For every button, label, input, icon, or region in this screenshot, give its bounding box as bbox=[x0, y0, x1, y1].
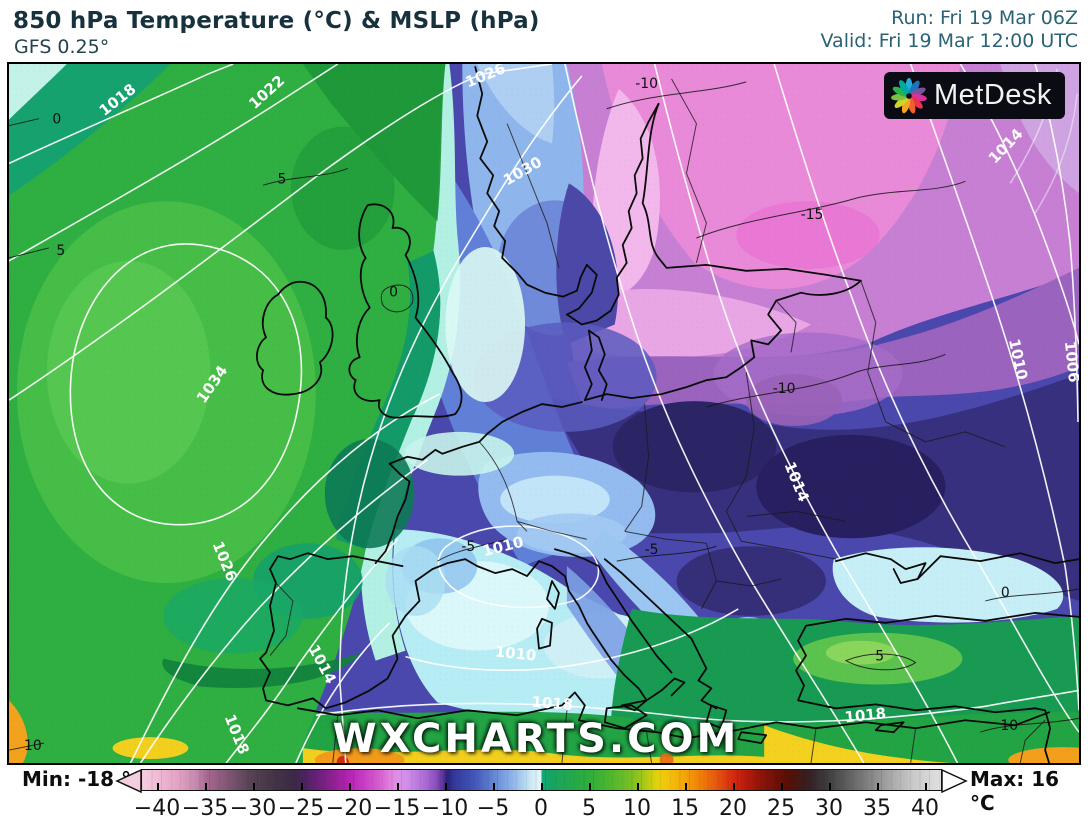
tick-label: −35 bbox=[181, 796, 229, 821]
temp-label: -15 bbox=[801, 207, 824, 223]
isobar-lines bbox=[9, 64, 1079, 763]
tick-label: −30 bbox=[229, 796, 277, 821]
tick-label: −10 bbox=[421, 796, 469, 821]
colorbar-gradient bbox=[141, 769, 942, 791]
tick-label: 10 bbox=[623, 796, 651, 821]
wxcharts-watermark: WXCHARTS.COM bbox=[332, 716, 740, 762]
isobar-label: 1006 bbox=[1061, 340, 1079, 383]
valid-time: Valid: Fri 19 Mar 12:00 UTC bbox=[820, 30, 1078, 52]
tick-label: −40 bbox=[133, 796, 181, 821]
isobar-label: 1018 bbox=[844, 704, 887, 726]
temp-label: 5 bbox=[875, 649, 884, 665]
tick-label: −20 bbox=[325, 796, 373, 821]
isobar-label: 1010 bbox=[494, 643, 537, 665]
colorbar-max-label: Max: 16 °C bbox=[970, 767, 1060, 815]
coastlines bbox=[256, 66, 1079, 763]
metdesk-wordmark: MetDesk bbox=[934, 79, 1052, 111]
temp-label: -10 bbox=[773, 381, 796, 397]
temp-label: 0 bbox=[1001, 585, 1010, 601]
temp-label: 0 bbox=[389, 285, 398, 301]
tick-label: −5 bbox=[476, 796, 510, 821]
page-title: 850 hPa Temperature (°C) & MSLP (hPa) bbox=[13, 8, 540, 34]
tick-label: 15 bbox=[671, 796, 699, 821]
colorbar-left-arrow bbox=[115, 769, 142, 793]
temp-label: 5 bbox=[278, 171, 287, 187]
temperature-contour-labels: 0 5 5 0 -5 -5 -10 -15 -10 10 10 0 5 bbox=[24, 76, 1018, 754]
country-borders bbox=[269, 78, 1046, 763]
temp-label: 10 bbox=[1000, 718, 1018, 734]
run-time: Run: Fri 19 Mar 06Z bbox=[891, 7, 1078, 29]
model-subtitle: GFS 0.25° bbox=[14, 36, 110, 58]
temp-label: -10 bbox=[635, 76, 658, 92]
weather-map: 1018 1022 1026 1030 1034 1026 1018 1014 … bbox=[7, 62, 1081, 765]
tick-label: 30 bbox=[815, 796, 843, 821]
temperature-field-map: 1018 1022 1026 1030 1034 1026 1018 1014 … bbox=[9, 64, 1079, 763]
tick-label: 25 bbox=[767, 796, 795, 821]
temp-label: 10 bbox=[24, 738, 42, 754]
temp-label: -5 bbox=[461, 539, 475, 555]
tick-label: 5 bbox=[582, 796, 596, 821]
colorbar-right-arrow bbox=[941, 769, 968, 793]
tick-label: −15 bbox=[373, 796, 421, 821]
tick-label: 0 bbox=[534, 796, 548, 821]
tick-label: −25 bbox=[277, 796, 325, 821]
metdesk-pinwheel-icon bbox=[891, 77, 927, 113]
tick-label: 35 bbox=[863, 796, 891, 821]
temp-label: -5 bbox=[645, 542, 659, 558]
tick-label: 20 bbox=[719, 796, 747, 821]
tick-label: 40 bbox=[911, 796, 939, 821]
temp-label: 5 bbox=[56, 243, 65, 259]
metdesk-logo: MetDesk bbox=[884, 72, 1065, 119]
temp-label: 0 bbox=[52, 112, 61, 128]
colorbar-tick-labels: −40−35−30−25−20−15−10 −5 0 5 10 15 20 25 30 35 40 bbox=[133, 796, 949, 826]
isobar-label: 1018 bbox=[531, 693, 574, 714]
temperature-contour-lines bbox=[9, 81, 1079, 751]
